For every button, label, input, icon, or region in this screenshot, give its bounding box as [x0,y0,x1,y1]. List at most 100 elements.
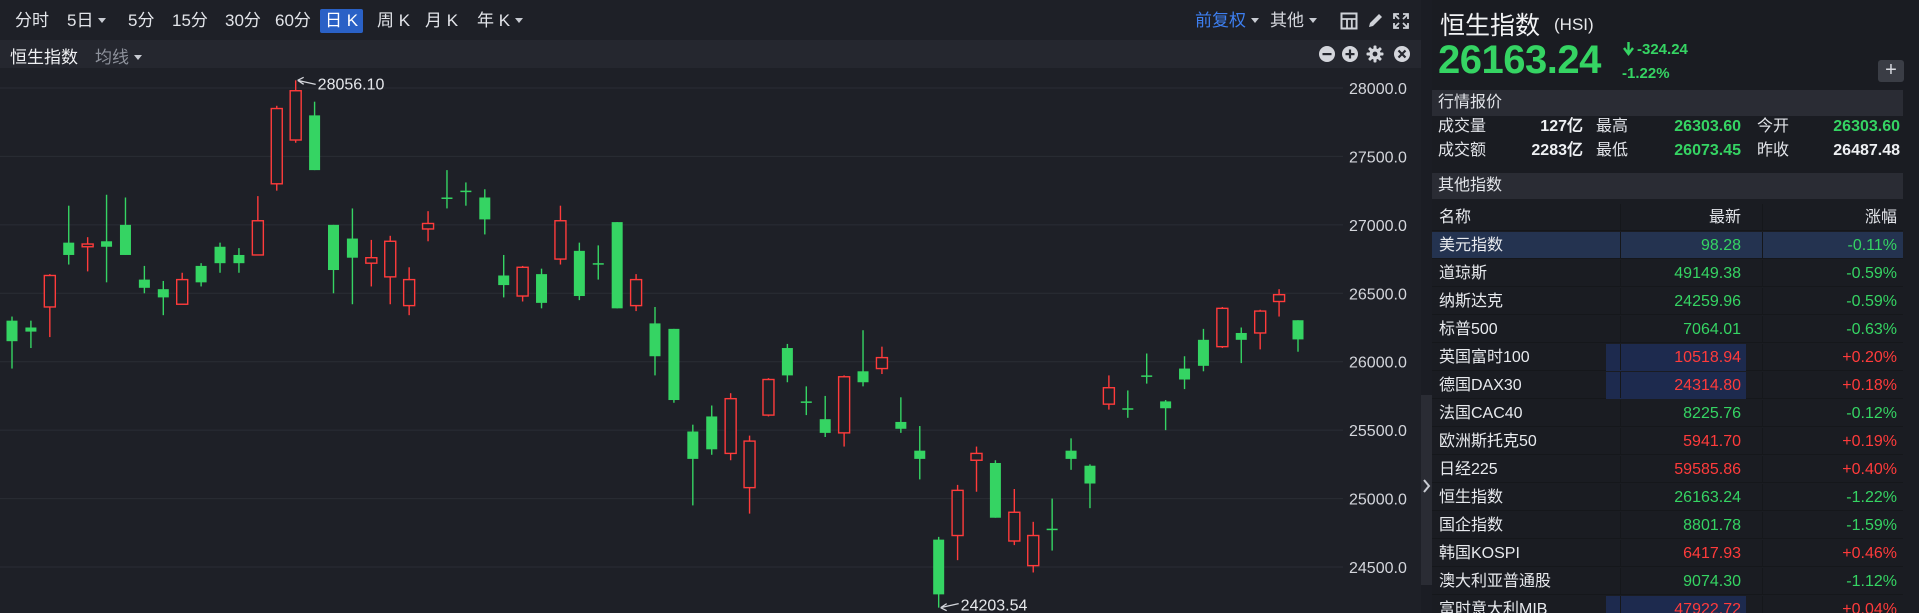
high-arrow-icon [297,76,316,85]
candle [441,170,453,209]
candle-body [895,421,907,429]
period-tab-1[interactable]: 5日 [62,9,111,33]
candle [138,265,150,294]
quote-label: 成交额 [1438,142,1487,159]
index-row[interactable]: 日经225 59585.86 +0.40% [1432,456,1903,483]
fullscreen-icon[interactable] [1392,12,1410,30]
candle [402,267,416,316]
quote-value: 127亿 [1540,118,1583,135]
candle-body [157,289,169,298]
index-row[interactable]: 韩国KOSPI 6417.93 +0.46% [1432,540,1903,567]
index-row[interactable]: 纳斯达克 24259.96 -0.59% [1432,288,1903,315]
candle-body [421,222,435,230]
index-row-last: 5941.70 [1683,433,1741,450]
index-row[interactable]: 恒生指数 26163.24 -1.22% [1432,484,1903,511]
settings-gear-icon[interactable] [1366,45,1384,63]
index-row[interactable]: 美元指数 98.28 -0.11% [1432,232,1903,259]
period-tab-4[interactable]: 30分 [220,9,266,33]
quote-grid: 成交量 127亿 最高 26303.60 今开 26303.60 成交额 2283亿 最低 260… [1432,115,1903,169]
index-row[interactable]: 国企指数 8801.78 -1.59% [1432,512,1903,539]
adjust-dropdown-label: 前复权 [1195,11,1246,30]
candle-body [460,190,472,193]
index-row[interactable]: 法国CAC40 8225.76 -0.12% [1432,400,1903,427]
candle-body [1235,332,1247,340]
candle [251,196,265,256]
zoom-out-icon[interactable] [1318,45,1336,63]
candle-body [43,274,57,308]
candle [951,484,964,561]
quote-value: 26303.60 [1833,118,1900,135]
candle [309,101,321,171]
candlestick-chart[interactable]: 28000.0 27500.0 27000.0 26500.0 26000.0 25500… [0,68,1421,613]
candle-body [875,356,889,370]
candle-body [536,274,548,303]
add-watchlist-button[interactable]: + [1878,60,1904,82]
candle [81,237,94,272]
candle-body [516,266,529,297]
other-indices-header: 其他指数 [1432,173,1903,199]
period-tab-2[interactable]: 5分 [123,9,159,33]
index-row-last: 98.28 [1700,237,1741,254]
period-tab-6[interactable]: 日 K [320,9,364,33]
zoom-in-icon[interactable] [1341,45,1359,63]
draw-pen-icon[interactable] [1366,12,1384,30]
period-tab-5[interactable]: 60分 [270,9,316,33]
candle-body [1008,511,1021,542]
index-row-change: -0.59% [1846,293,1897,310]
candle-body [573,250,585,297]
panel-collapse-handle[interactable] [1421,395,1432,585]
ma-dropdown[interactable]: 均线 [95,43,142,68]
index-row[interactable]: 富时意大利MIB 47922.72 +0.04% [1432,596,1903,613]
index-row[interactable]: 道琼斯 49149.38 -0.59% [1432,260,1903,287]
period-tab-9[interactable]: 年 K [472,9,528,33]
index-row[interactable]: 英国富时100 10518.94 +0.20% [1432,344,1903,371]
chart-subbar: 恒生指数 均线 [0,40,1421,68]
period-tab-3[interactable]: 15分 [167,9,213,33]
adjust-dropdown[interactable]: 前复权 [1195,9,1259,33]
index-row-change: +0.04% [1842,601,1897,613]
index-row[interactable]: 澳大利亚普通股 9074.30 -1.12% [1432,568,1903,595]
index-row[interactable]: 欧洲斯托克50 5941.70 +0.19% [1432,428,1903,455]
candle-body [1141,375,1153,377]
index-row-last: 24314.80 [1606,372,1746,399]
index-row[interactable]: 德国DAX30 24314.80 +0.18% [1432,372,1903,399]
chart-panel: 分时 5日 5分 15分 30分 60分日 K 周 K 月 K 年 K 前复权 其他 恒生指数 均线… [0,9,1421,613]
period-tab-0[interactable]: 分时 [10,9,54,33]
candle-body [989,462,1001,518]
index-row-last: 47922.72 [1606,596,1746,613]
candle-body [1084,465,1096,484]
other-dropdown[interactable]: 其他 [1270,9,1317,33]
period-tab-7[interactable]: 周 K [372,9,415,33]
candle [346,208,358,305]
period-tab-label: 60分 [275,11,311,30]
candle [195,263,207,287]
candle-body [1122,408,1134,410]
index-row[interactable]: 标普500 7064.01 -0.63% [1432,316,1903,343]
candle-body [706,416,718,450]
index-row-name: 法国CAC40 [1439,405,1523,422]
candle [668,328,680,403]
index-row-last: 8225.76 [1683,405,1741,422]
candle [1272,289,1286,317]
candle-body [498,275,510,286]
candle [819,395,831,437]
layout-grid-icon[interactable] [1340,12,1358,30]
chart-title: 恒生指数 [10,48,78,67]
y-tick-label: 25000.0 [1349,492,1407,509]
candle [1027,521,1040,573]
period-tab-label: 年 K [477,11,511,30]
close-circle-icon[interactable] [1393,45,1411,63]
period-tab-8[interactable]: 月 K [420,9,463,33]
panel-scrollbar[interactable] [1904,88,1919,613]
candle-body [479,197,491,220]
col-header-name: 名称 [1439,209,1472,226]
period-tab-label: 30分 [225,11,261,30]
quote-label: 最高 [1596,118,1629,135]
candle-body [176,278,189,305]
candle [365,239,378,287]
index-row-name: 澳大利亚普通股 [1439,573,1552,590]
index-info-panel: 恒生指数 (HSI) 26163.24 -324.24 -1.22% + 行情报… [1432,0,1919,613]
candle-body [554,220,567,260]
high-annotation: 28056.10 [318,76,385,93]
candle [270,105,283,191]
